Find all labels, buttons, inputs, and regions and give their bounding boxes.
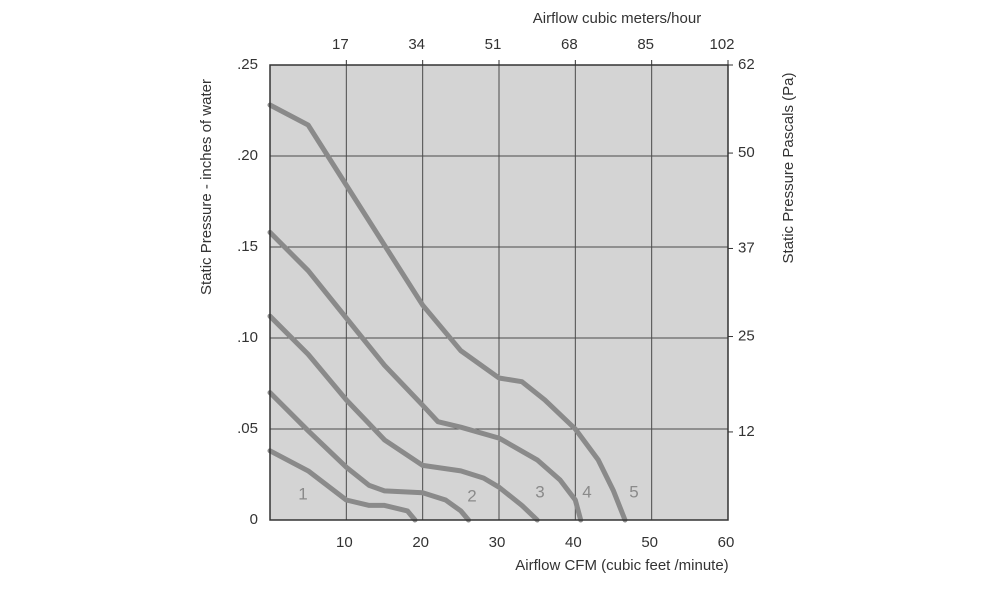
y-tick-label: .15: [237, 238, 258, 255]
curve-label: 2: [467, 486, 476, 505]
x2-tick-label: 68: [561, 36, 578, 53]
curve-label: 3: [535, 482, 544, 501]
curve: [267, 313, 540, 523]
top-axis-title: Airflow cubic meters/hour: [533, 10, 701, 27]
curve: [267, 229, 584, 523]
y-tick-label: 0: [250, 511, 258, 528]
y-tick-label: .20: [237, 147, 258, 164]
x-tick-label: 10: [336, 534, 353, 551]
y-axis-title: Static Pressure - inches of water: [198, 79, 215, 295]
x2-tick-label: 17: [332, 36, 349, 53]
x2-tick-label: 51: [485, 36, 502, 53]
x-tick-label: 60: [718, 534, 735, 551]
curve: [267, 390, 471, 523]
curve-label: 5: [629, 482, 638, 501]
x2-tick-label: 34: [408, 36, 425, 53]
x2-tick-label: 85: [637, 36, 654, 53]
y-tick-label: .25: [237, 56, 258, 73]
y2-tick-label: 25: [738, 328, 755, 345]
y2-tick-label: 12: [738, 423, 755, 440]
x-axis-title: Airflow CFM (cubic feet /minute): [515, 557, 728, 574]
curve: [267, 448, 418, 523]
curve-label: 4: [582, 482, 591, 501]
curve: [267, 102, 628, 523]
x-tick-label: 30: [489, 534, 506, 551]
y2-tick-label: 37: [738, 239, 755, 256]
y2-tick-label: 62: [738, 56, 755, 73]
x-tick-label: 20: [412, 534, 429, 551]
y-tick-label: .05: [237, 420, 258, 437]
y2-axis-title: Static Pressure Pascals (Pa): [780, 73, 797, 264]
y-tick-label: .10: [237, 329, 258, 346]
curve-label: 1: [298, 484, 307, 503]
x-tick-label: 40: [565, 534, 582, 551]
y2-tick-label: 50: [738, 144, 755, 161]
x2-tick-label: 102: [709, 36, 734, 53]
x-tick-label: 50: [641, 534, 658, 551]
